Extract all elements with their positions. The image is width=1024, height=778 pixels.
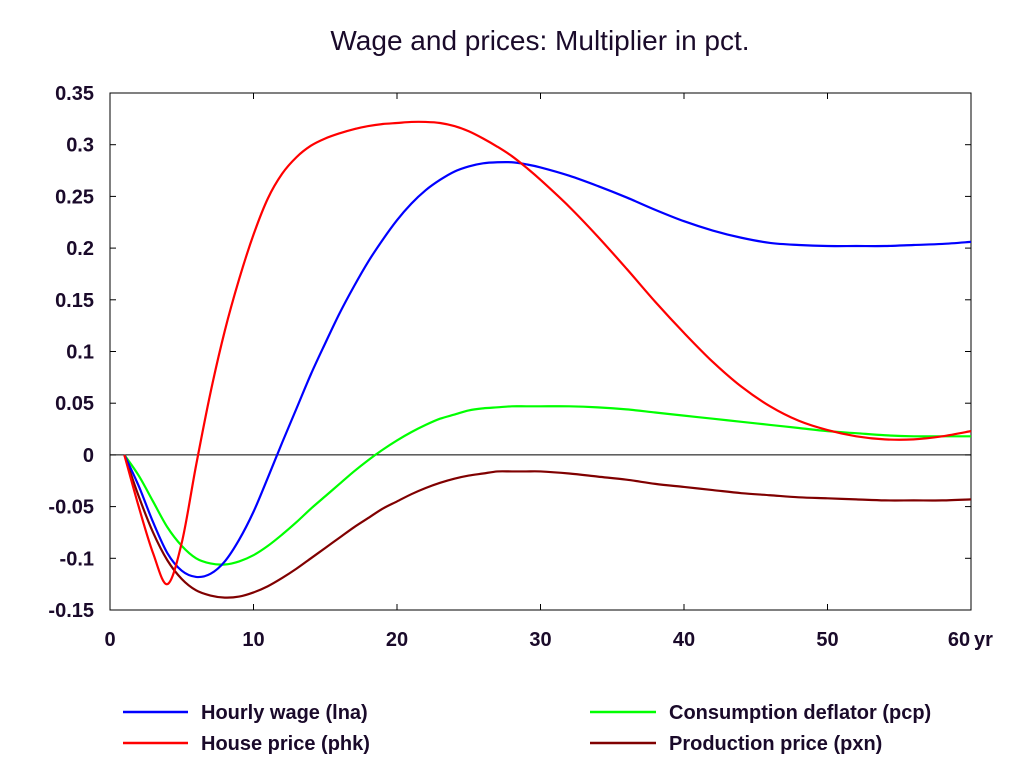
x-axis: 0 10 20 30 40 50 60 yr bbox=[104, 93, 993, 651]
x-tick-label: 20 bbox=[386, 629, 408, 651]
plot-frame bbox=[109, 92, 972, 611]
legend-label: Production price (pxn) bbox=[669, 733, 882, 755]
series-line-production-price-pxn bbox=[123, 454, 972, 599]
y-tick-label: 0 bbox=[83, 445, 94, 467]
chart-title: Wage and prices: Multiplier in pct. bbox=[330, 25, 749, 56]
y-tick-label: 0.15 bbox=[55, 290, 94, 312]
y-tick-label: -0.15 bbox=[48, 600, 94, 622]
x-tick-label: 30 bbox=[529, 629, 551, 651]
y-tick-label: 0.05 bbox=[55, 393, 94, 415]
x-tick-label: 60 bbox=[948, 629, 970, 651]
y-tick-label: 0.3 bbox=[66, 135, 94, 157]
x-tick-label: 40 bbox=[673, 629, 695, 651]
legend-label: Consumption deflator (pcp) bbox=[669, 702, 931, 724]
x-tick-label: 10 bbox=[242, 629, 264, 651]
y-axis: -0.15 -0.1 -0.05 0 0.05 0.1 0.15 0.2 0.25 0.3 0.35 bbox=[48, 83, 971, 622]
y-tick-label: 0.35 bbox=[55, 83, 94, 105]
x-tick-label: 0 bbox=[104, 629, 115, 651]
series-line-consumption-deflator-pcp bbox=[123, 405, 971, 566]
y-tick-label: -0.05 bbox=[48, 497, 94, 519]
legend: Hourly wage (lna) Consumption deflator (p… bbox=[123, 702, 931, 755]
y-tick-label: 0.1 bbox=[66, 342, 94, 364]
x-tick-label: 50 bbox=[816, 629, 838, 651]
y-tick-label: -0.1 bbox=[60, 548, 94, 570]
y-tick-label: 0.2 bbox=[66, 238, 94, 260]
y-tick-label: 0.25 bbox=[55, 186, 94, 208]
legend-label: Hourly wage (lna) bbox=[201, 702, 368, 724]
legend-label: House price (phk) bbox=[201, 733, 370, 755]
series-line-hourly-wage-lna bbox=[123, 160, 972, 579]
series-line-house-price-phk bbox=[123, 120, 972, 586]
series-lines bbox=[123, 120, 972, 599]
x-unit-label: yr bbox=[974, 629, 993, 651]
